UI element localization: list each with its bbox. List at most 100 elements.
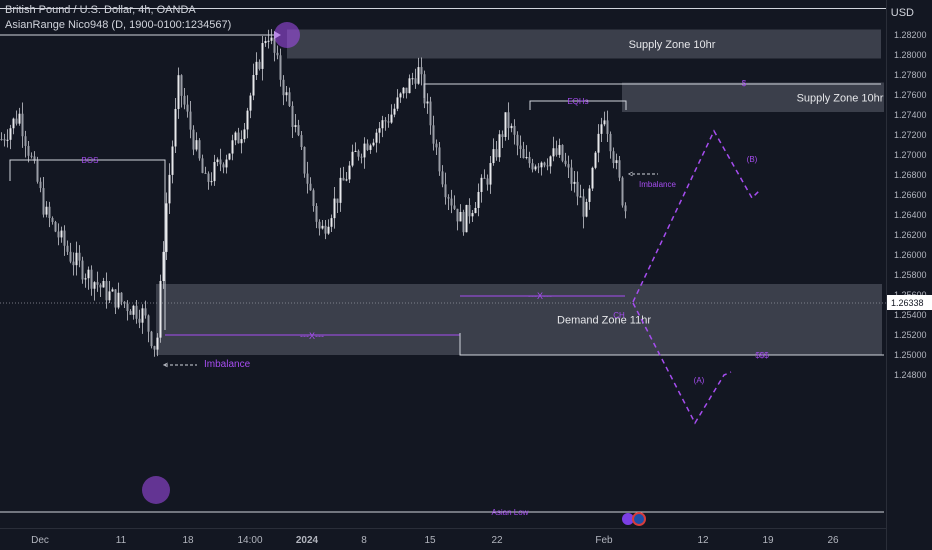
candle-body bbox=[372, 142, 375, 146]
candle-body bbox=[477, 191, 480, 208]
candle-body bbox=[438, 147, 441, 172]
candle-body bbox=[39, 181, 42, 189]
candle-body bbox=[396, 97, 399, 109]
currency-label[interactable]: USD bbox=[890, 7, 914, 19]
candle-body bbox=[288, 92, 291, 106]
dollar-triple-label: $$$ bbox=[755, 351, 769, 360]
candle-body bbox=[246, 110, 249, 130]
candle-body bbox=[102, 281, 105, 288]
candle-body bbox=[354, 150, 357, 152]
candle-body bbox=[51, 217, 54, 222]
candle-body bbox=[516, 134, 519, 146]
price-tick-label: 1.24800 bbox=[894, 370, 927, 380]
candle-body bbox=[585, 201, 588, 217]
candle-body bbox=[36, 160, 39, 182]
candle-body bbox=[156, 337, 159, 350]
candle-body bbox=[342, 177, 345, 181]
candle-body bbox=[180, 75, 183, 96]
candle-body bbox=[276, 52, 279, 56]
candle-body bbox=[207, 173, 210, 182]
eqhs-label: EQHs bbox=[567, 97, 588, 106]
candle-body bbox=[291, 105, 294, 127]
candle-body bbox=[222, 164, 225, 168]
imbalance-label-lower: Imbalance bbox=[204, 359, 251, 370]
zone-rect-0 bbox=[287, 29, 881, 59]
candle-body bbox=[387, 121, 390, 123]
candle-body bbox=[9, 128, 12, 140]
candle-body bbox=[435, 143, 438, 148]
candle-body bbox=[591, 167, 594, 189]
dollar-liquidity-line bbox=[423, 83, 881, 98]
candle-body bbox=[495, 149, 498, 158]
price-tick-label: 1.25400 bbox=[894, 310, 927, 320]
price-tick-label: 1.26800 bbox=[894, 170, 927, 180]
candle-body bbox=[270, 37, 273, 41]
time-tick-label: Dec bbox=[31, 535, 49, 546]
candle-body bbox=[15, 118, 18, 124]
price-tick-label: 1.25800 bbox=[894, 270, 927, 280]
zone-label-0: Supply Zone 10hr bbox=[629, 39, 716, 51]
time-tick-label: 14:00 bbox=[237, 535, 262, 546]
us-flag-icon bbox=[632, 512, 646, 526]
candle-body bbox=[459, 212, 462, 222]
candle-body bbox=[225, 159, 228, 168]
imbalance-label-upper: Imbalance bbox=[639, 180, 676, 189]
candle-body bbox=[579, 196, 582, 198]
candle-body bbox=[327, 226, 330, 234]
candle-body bbox=[87, 269, 90, 279]
candle-body bbox=[57, 231, 60, 238]
candle-body bbox=[363, 143, 366, 158]
time-tick-label: 19 bbox=[762, 535, 774, 546]
annotation-lines-layer bbox=[0, 0, 887, 550]
candle-body bbox=[81, 260, 84, 280]
candle-body bbox=[297, 125, 300, 136]
candle-body bbox=[63, 230, 66, 246]
candle-body bbox=[210, 181, 213, 183]
candle-body bbox=[546, 165, 549, 167]
candle-body bbox=[174, 108, 177, 147]
imbalance-arrow-head-lower: < bbox=[163, 360, 168, 370]
zone-label-1: Supply Zone 10hr bbox=[797, 92, 884, 104]
candle-body bbox=[264, 41, 267, 44]
candle-body bbox=[441, 171, 444, 185]
candle-body bbox=[255, 61, 258, 76]
price-tick-label: 1.25000 bbox=[894, 350, 927, 360]
candle-body bbox=[519, 145, 522, 149]
candle-body bbox=[606, 120, 609, 134]
candle-body bbox=[522, 148, 525, 159]
candle-body bbox=[588, 188, 591, 202]
price-axis[interactable]: 1.28200 1.28000 1.27800 1.27600 1.27400 1.272… bbox=[887, 30, 932, 380]
time-tick-label: 26 bbox=[827, 535, 839, 546]
candle-body bbox=[90, 269, 93, 289]
candle-body bbox=[195, 140, 198, 150]
candle-body bbox=[471, 213, 474, 217]
candle-body bbox=[69, 251, 72, 262]
candle-body bbox=[450, 198, 453, 206]
candle-body bbox=[369, 145, 372, 150]
candle-body bbox=[552, 148, 555, 157]
candle-body bbox=[177, 75, 180, 109]
candle-body bbox=[12, 118, 15, 129]
candle-body bbox=[510, 125, 513, 129]
candle-body bbox=[312, 190, 315, 207]
triple-dollar-line bbox=[459, 333, 884, 356]
candle-body bbox=[381, 120, 384, 129]
low-circle-marker bbox=[142, 476, 170, 504]
candle-body bbox=[447, 197, 450, 199]
candle-body bbox=[96, 282, 99, 285]
candle-body bbox=[249, 95, 252, 111]
x-label-right: ---X--- bbox=[528, 291, 552, 301]
candle-body bbox=[111, 289, 114, 292]
x-label-left: ---X--- bbox=[300, 331, 324, 341]
candle-body bbox=[216, 159, 219, 163]
candle-body bbox=[105, 281, 108, 301]
time-axis[interactable]: Dec 11 18 14:00 2024 8 15 22 Feb 12 19 26 bbox=[31, 535, 839, 546]
candle-body bbox=[72, 261, 75, 266]
candle-body bbox=[159, 280, 162, 338]
candle-body bbox=[135, 305, 138, 319]
candle-body bbox=[285, 92, 288, 96]
zone-rect-1 bbox=[622, 82, 884, 112]
asian-low-label: Asian Low bbox=[492, 508, 529, 517]
price-tick-label: 1.25200 bbox=[894, 330, 927, 340]
